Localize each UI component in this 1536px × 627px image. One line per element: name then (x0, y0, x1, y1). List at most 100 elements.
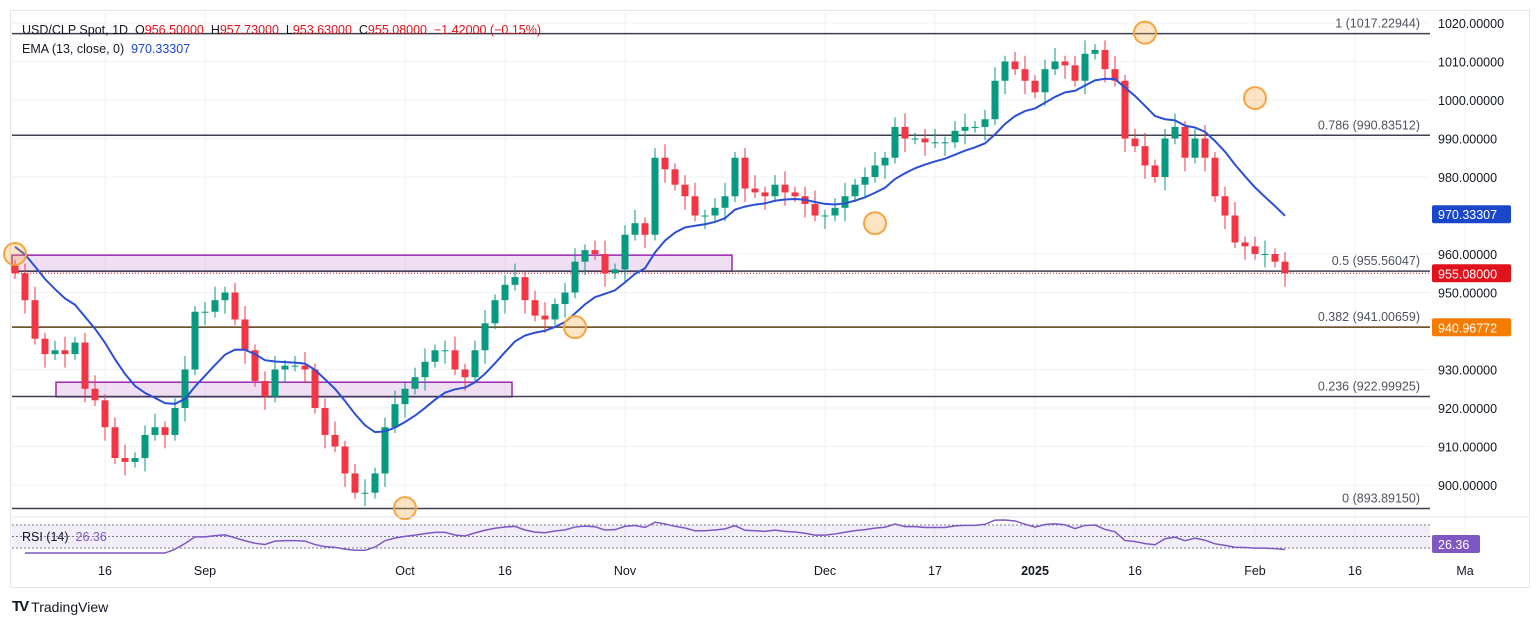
candle (551, 304, 559, 320)
candle (911, 138, 919, 140)
candle (861, 177, 869, 185)
open-label: O (135, 23, 145, 37)
time-axis-label: Oct (395, 564, 415, 578)
candle (731, 157, 739, 197)
rsi-line (25, 519, 1286, 554)
price-axis-label: 1020.00000 (1438, 17, 1504, 31)
brand-name: TradingView (31, 598, 109, 615)
ema-price-badge (1432, 205, 1511, 224)
candle (211, 300, 219, 312)
low-label: L (285, 23, 293, 37)
candle (901, 126, 909, 139)
candle (311, 369, 319, 408)
rsi-legend: RSI (14) 26.36 (22, 530, 107, 544)
candle (1101, 49, 1109, 70)
candle (41, 338, 49, 355)
candle (271, 369, 279, 397)
candle (81, 342, 89, 389)
tradingview-logo[interactable]: TV TradingView (12, 598, 108, 615)
candle (991, 80, 999, 120)
price-axis-label: 910.00000 (1438, 441, 1497, 455)
candle (601, 254, 609, 274)
candle (471, 350, 479, 378)
candle (1111, 69, 1119, 81)
candle (431, 350, 439, 362)
candle (661, 157, 669, 170)
candle (591, 250, 599, 254)
candle (1041, 69, 1049, 93)
candle (331, 434, 339, 447)
candle (981, 119, 989, 127)
candle (1121, 80, 1129, 139)
candle (611, 269, 619, 274)
candle (31, 300, 39, 339)
candle (61, 350, 69, 355)
candle (821, 215, 829, 217)
candle (831, 207, 839, 216)
level-price-badge-text: 940.96772 (1438, 321, 1497, 335)
high-label: H (210, 23, 220, 37)
candle (491, 300, 499, 324)
candle (961, 126, 969, 131)
candle (371, 473, 379, 493)
candle (511, 277, 519, 285)
ema-line (14, 77, 1286, 434)
candle (151, 427, 159, 435)
candle (1171, 126, 1179, 139)
candle (641, 223, 649, 235)
candle (181, 369, 189, 408)
candle (1261, 254, 1269, 255)
highlight-circle (1133, 20, 1157, 45)
candle (681, 184, 689, 197)
candle (891, 126, 899, 158)
symbol-legend: USD/CLP Spot, 1D O956.50000 H957.73000 L… (22, 23, 541, 37)
candle (1131, 138, 1139, 147)
candle (251, 350, 259, 382)
candle (451, 350, 459, 370)
price-axis-label: 990.00000 (1438, 133, 1497, 147)
candle (541, 315, 549, 320)
time-axis-label: Sep (194, 564, 216, 578)
candle (1221, 196, 1229, 216)
candle (171, 408, 179, 435)
price-axis-label: 920.00000 (1438, 402, 1497, 416)
low-value: 953.63000 (292, 23, 352, 37)
time-axis-label: Nov (614, 564, 637, 578)
candle (761, 192, 769, 197)
candle (1011, 61, 1019, 70)
candle (11, 265, 19, 274)
time-axis-label: 16 (498, 564, 512, 578)
high-value: 957.73000 (219, 23, 279, 37)
candle (1181, 126, 1189, 158)
candle (581, 250, 589, 262)
candle (501, 284, 509, 301)
price-axis-label: 1000.00000 (1438, 94, 1504, 108)
ema-value: 970.33307 (131, 42, 191, 56)
rsi-value: 26.36 (75, 530, 107, 544)
candle (841, 196, 849, 208)
candle (21, 273, 29, 301)
candle (361, 492, 369, 494)
candle (461, 369, 469, 378)
candle (421, 361, 429, 378)
time-axis-label: 2025 (1021, 564, 1049, 578)
candle (871, 165, 879, 177)
candle (381, 427, 389, 474)
candle (721, 196, 729, 208)
highlight-circle (393, 496, 417, 521)
candle (401, 388, 409, 405)
candle (91, 388, 99, 401)
candle (101, 400, 109, 428)
time-axis-label: 16 (1128, 564, 1142, 578)
candle (531, 300, 539, 316)
candle (1081, 53, 1089, 81)
candle (1141, 146, 1149, 166)
change-value: −1.42000 (−0.15%) (433, 23, 541, 37)
time-axis-label: 17 (928, 564, 942, 578)
candle (221, 292, 229, 301)
candle (51, 350, 59, 355)
last-price-badge (1432, 264, 1511, 283)
candle (71, 342, 79, 355)
candle (931, 142, 939, 144)
